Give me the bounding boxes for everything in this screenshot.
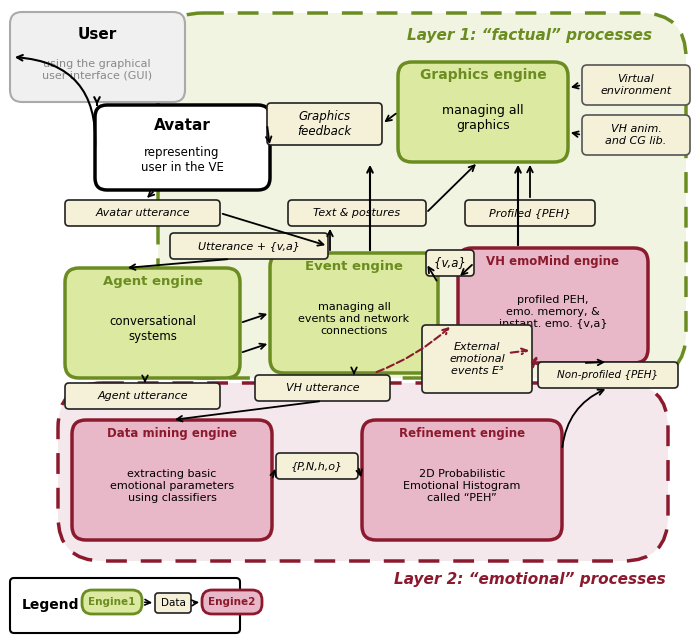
FancyBboxPatch shape bbox=[10, 12, 185, 102]
Text: Engine1: Engine1 bbox=[88, 597, 136, 607]
FancyBboxPatch shape bbox=[267, 103, 382, 145]
FancyBboxPatch shape bbox=[582, 65, 690, 105]
Text: Utterance + {v,​a}: Utterance + {v,​a} bbox=[198, 241, 300, 251]
Text: VH emoMind engine: VH emoMind engine bbox=[486, 254, 620, 267]
FancyBboxPatch shape bbox=[270, 253, 438, 373]
FancyBboxPatch shape bbox=[65, 200, 220, 226]
FancyBboxPatch shape bbox=[72, 420, 272, 540]
Text: {P,N,h,o}: {P,N,h,o} bbox=[291, 461, 343, 471]
Text: Data: Data bbox=[160, 598, 186, 608]
Text: Engine2: Engine2 bbox=[209, 597, 256, 607]
Text: Graphics
feedback: Graphics feedback bbox=[298, 110, 351, 138]
Text: Refinement engine: Refinement engine bbox=[399, 426, 525, 439]
FancyBboxPatch shape bbox=[10, 578, 240, 633]
FancyBboxPatch shape bbox=[422, 325, 532, 393]
Text: Event engine: Event engine bbox=[305, 260, 403, 272]
Text: Layer 2: “emotional” processes: Layer 2: “emotional” processes bbox=[394, 572, 666, 587]
Text: representing
user in the VE: representing user in the VE bbox=[141, 146, 223, 174]
Text: extracting basic
emotional parameters
using classifiers: extracting basic emotional parameters us… bbox=[110, 469, 234, 502]
FancyBboxPatch shape bbox=[202, 590, 262, 614]
Text: Agent utterance: Agent utterance bbox=[97, 391, 188, 401]
Text: Layer 1: “factual” processes: Layer 1: “factual” processes bbox=[407, 28, 652, 43]
FancyBboxPatch shape bbox=[58, 383, 668, 561]
FancyBboxPatch shape bbox=[65, 268, 240, 378]
Text: conversational
systems: conversational systems bbox=[109, 315, 196, 343]
Text: 2D Probabilistic
Emotional Histogram
called “PEH”: 2D Probabilistic Emotional Histogram cal… bbox=[403, 469, 521, 502]
Text: Text & postures: Text & postures bbox=[314, 208, 400, 218]
FancyBboxPatch shape bbox=[158, 13, 686, 378]
Text: Virtual
environment: Virtual environment bbox=[601, 74, 671, 96]
FancyBboxPatch shape bbox=[155, 593, 191, 613]
Text: managing all
events and network
connections: managing all events and network connecti… bbox=[298, 303, 410, 336]
FancyBboxPatch shape bbox=[82, 590, 142, 614]
FancyBboxPatch shape bbox=[288, 200, 426, 226]
FancyBboxPatch shape bbox=[65, 383, 220, 409]
Text: Avatar: Avatar bbox=[153, 117, 211, 133]
Text: VH utterance: VH utterance bbox=[286, 383, 359, 393]
Text: {v,​a}: {v,​a} bbox=[434, 256, 466, 269]
FancyBboxPatch shape bbox=[95, 105, 270, 190]
FancyBboxPatch shape bbox=[276, 453, 358, 479]
Text: Agent engine: Agent engine bbox=[103, 274, 202, 287]
Text: VH anim.
and CG lib.: VH anim. and CG lib. bbox=[606, 124, 666, 146]
FancyBboxPatch shape bbox=[465, 200, 595, 226]
Text: Legend: Legend bbox=[22, 598, 80, 612]
FancyBboxPatch shape bbox=[362, 420, 562, 540]
Text: Non-profiled {PEH}: Non-profiled {PEH} bbox=[557, 370, 659, 380]
Text: using the graphical
user interface (GUI): using the graphical user interface (GUI) bbox=[42, 59, 152, 80]
FancyBboxPatch shape bbox=[170, 233, 328, 259]
Text: Profiled {PEH}: Profiled {PEH} bbox=[489, 208, 571, 218]
Text: User: User bbox=[78, 26, 117, 41]
FancyBboxPatch shape bbox=[255, 375, 390, 401]
FancyBboxPatch shape bbox=[426, 250, 474, 276]
FancyBboxPatch shape bbox=[582, 115, 690, 155]
Text: Graphics engine: Graphics engine bbox=[419, 68, 547, 82]
Text: Data mining engine: Data mining engine bbox=[107, 426, 237, 439]
Text: Avatar utterance: Avatar utterance bbox=[95, 208, 190, 218]
FancyBboxPatch shape bbox=[458, 248, 648, 363]
FancyBboxPatch shape bbox=[398, 62, 568, 162]
Text: External
emotional
events E³: External emotional events E³ bbox=[449, 343, 505, 375]
Text: managing all
graphics: managing all graphics bbox=[442, 104, 524, 132]
Text: profiled PEH,
emo. memory, &
instant. emo. {v,​a}: profiled PEH, emo. memory, & instant. em… bbox=[498, 295, 608, 328]
FancyBboxPatch shape bbox=[538, 362, 678, 388]
